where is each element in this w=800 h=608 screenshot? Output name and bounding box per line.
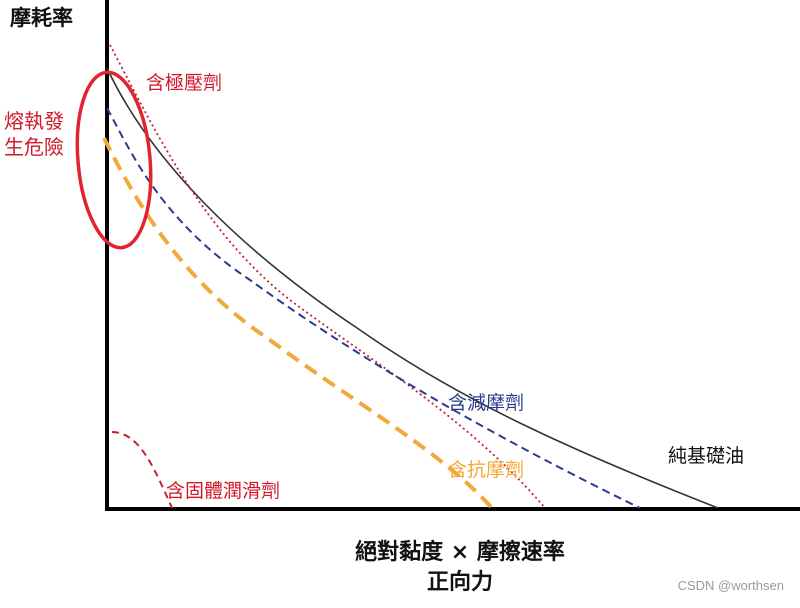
danger-annotation: 熔執發 生危險 xyxy=(4,108,64,160)
danger-annotation-line2: 生危險 xyxy=(4,135,64,159)
x-axis-title-line2: 正向力 xyxy=(426,570,493,595)
label-friction-reducer: 含減摩劑 xyxy=(448,392,525,414)
curve-friction-reducer xyxy=(106,107,641,509)
danger-zone-ellipse xyxy=(75,70,153,250)
x-axis-title: 絕對黏度 × 摩擦速率 正向力 xyxy=(300,538,620,598)
label-anti-wear: 含抗摩劑 xyxy=(448,459,525,481)
danger-annotation-line1: 熔執發 xyxy=(4,109,64,133)
label-base-oil: 純基礎油 xyxy=(668,445,745,467)
label-extreme-pressure: 含極壓劑 xyxy=(146,72,223,94)
y-axis-title: 摩耗率 xyxy=(10,6,73,30)
watermark: CSDN @worthsen xyxy=(677,578,784,593)
label-solid-lubricant: 含固體潤滑劑 xyxy=(166,480,281,502)
x-axis-title-line1: 絕對黏度 × 摩擦速率 xyxy=(355,540,565,565)
curve-anti-wear xyxy=(102,137,494,510)
curve-base-oil xyxy=(106,67,719,509)
curve-extreme-pressure xyxy=(109,44,546,509)
curve-solid-lubricant xyxy=(111,431,173,509)
